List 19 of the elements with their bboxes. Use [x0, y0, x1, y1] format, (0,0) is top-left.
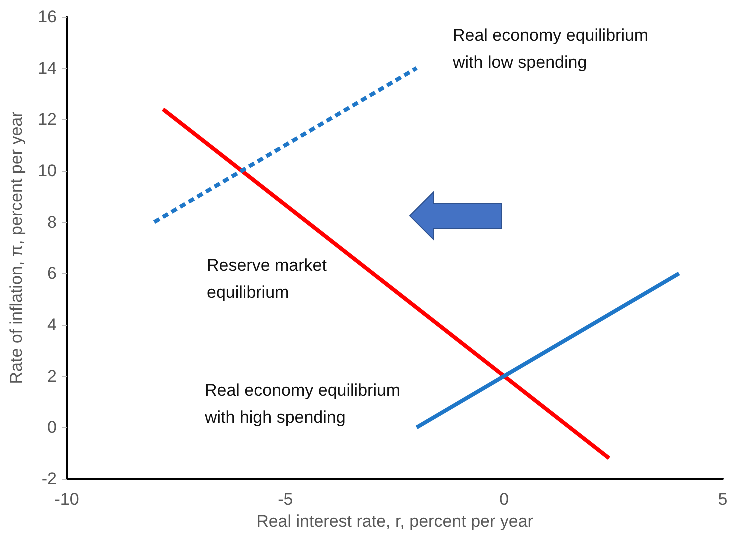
y-tick-label: 14 [38, 58, 57, 78]
y-tick-label: 0 [48, 418, 57, 438]
y-tick-label: 2 [48, 366, 57, 386]
y-tick-label: -2 [42, 470, 57, 488]
y-axis-title: Rate of inflation, π, percent per year [7, 111, 26, 384]
annotation: Real economy equilibrium with high spending [204, 381, 406, 427]
x-tick-label: 0 [500, 490, 510, 509]
x-tick-label: -10 [54, 490, 80, 509]
x-tick-label: -5 [278, 490, 294, 509]
x-tick-label: 5 [718, 490, 728, 509]
annotation: Real economy equilibrium with low spending [452, 26, 654, 72]
y-tick-label: 16 [38, 8, 57, 26]
y-tick-label: 12 [38, 110, 57, 130]
y-tick-label: 8 [48, 212, 57, 232]
y-tick-label: 6 [48, 264, 57, 284]
annotation: Reserve market equilibrium [207, 256, 332, 302]
y-tick-label: 4 [48, 316, 57, 334]
x-axis-title: Real interest rate, r, percent per year [256, 512, 534, 531]
y-tick-label: 10 [38, 162, 57, 180]
